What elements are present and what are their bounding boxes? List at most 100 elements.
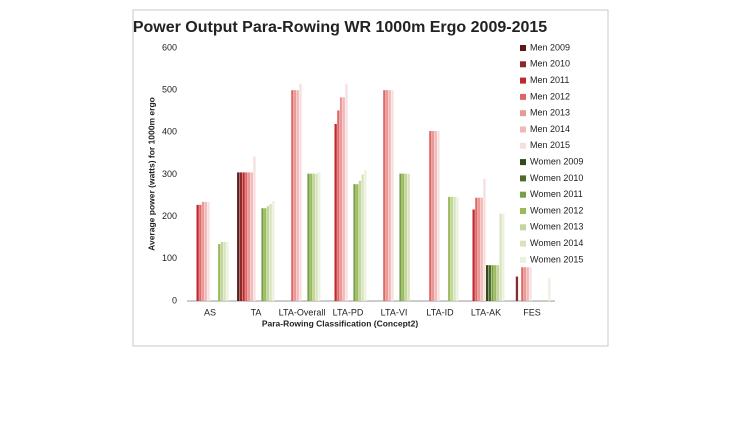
bar	[521, 267, 524, 301]
bar	[247, 172, 251, 301]
legend-swatch	[520, 224, 526, 231]
x-axis-title: Para-Rowing Classification (Concept2)	[262, 318, 418, 328]
bar	[307, 173, 310, 301]
bar	[364, 170, 367, 301]
bar	[456, 196, 459, 301]
legend-label: Women 2012	[530, 205, 583, 215]
legend-swatch	[520, 77, 526, 84]
legend-swatch	[520, 126, 526, 133]
bar	[245, 172, 248, 301]
bar	[356, 184, 359, 301]
bar	[488, 265, 491, 301]
bar	[264, 208, 267, 301]
bar	[437, 131, 440, 301]
legend-label: Men 2014	[530, 124, 570, 134]
bar	[337, 110, 340, 301]
bar	[312, 173, 316, 301]
bar	[515, 276, 519, 301]
bar	[483, 178, 486, 301]
legend-swatch	[520, 93, 526, 100]
bar	[529, 267, 532, 301]
bar	[383, 90, 386, 302]
y-tick-label: 100	[162, 253, 177, 263]
bar	[391, 90, 394, 302]
legend-swatch	[520, 240, 526, 247]
y-tick-label: 500	[162, 85, 177, 95]
bar	[272, 201, 275, 301]
legend-label: Women 2014	[530, 238, 583, 248]
bar	[450, 196, 454, 301]
bar	[310, 173, 313, 301]
bar	[404, 173, 408, 301]
bar	[526, 267, 529, 301]
bar	[199, 204, 202, 301]
bar	[480, 197, 483, 301]
bar	[353, 184, 356, 301]
bar	[499, 213, 502, 301]
bar	[502, 213, 505, 301]
bar	[253, 156, 256, 301]
legend-swatch	[520, 208, 526, 214]
chart-title: Power Output Para-Rowing WR 1000m Ergo 2…	[133, 19, 547, 36]
legend-label: Men 2010	[530, 59, 570, 69]
legend-swatch	[520, 142, 526, 149]
bar	[237, 172, 240, 301]
bar	[204, 201, 207, 301]
legend-label: Men 2013	[530, 108, 570, 118]
bar	[250, 172, 253, 301]
x-tick-label: TA	[251, 307, 262, 317]
bar	[220, 241, 224, 301]
legend-label: Men 2011	[530, 75, 569, 85]
legend-label: Women 2010	[530, 173, 583, 183]
bar	[345, 83, 348, 301]
bar	[429, 131, 432, 301]
bar	[453, 196, 456, 301]
bar	[472, 209, 475, 301]
bar	[201, 201, 205, 301]
bar	[431, 131, 435, 301]
x-tick-label: LTA-PD	[333, 307, 364, 317]
legend-label: Women 2013	[530, 222, 583, 232]
y-tick-label: 400	[162, 127, 177, 137]
legend-swatch	[520, 159, 526, 166]
bar	[388, 90, 391, 302]
bar	[226, 241, 229, 301]
legend-swatch	[520, 110, 526, 117]
bar	[296, 90, 299, 302]
bar	[299, 83, 302, 301]
bar	[399, 173, 402, 301]
bar	[342, 97, 345, 302]
bar	[407, 173, 410, 301]
bar	[318, 172, 321, 301]
bar	[196, 204, 199, 301]
legend-label: Men 2012	[530, 91, 570, 101]
bar	[494, 265, 497, 301]
bar	[261, 208, 264, 301]
y-tick-label: 600	[162, 42, 177, 52]
bar	[361, 174, 364, 301]
x-tick-label: LTA-AK	[471, 307, 501, 317]
bar	[207, 201, 210, 301]
bar	[402, 173, 405, 301]
legend-swatch	[520, 45, 526, 51]
bar	[548, 277, 551, 301]
x-tick-label: LTA-VI	[381, 307, 408, 317]
x-tick-label: LTA-ID	[426, 307, 454, 317]
bar	[293, 90, 297, 302]
y-tick-label: 300	[162, 169, 177, 179]
bar	[223, 241, 226, 301]
bar	[339, 97, 343, 302]
bar	[242, 172, 245, 301]
bar	[491, 265, 494, 301]
legend-swatch	[520, 191, 526, 198]
y-axis-title: Average power (watts) for 1000m ergo	[146, 97, 156, 251]
bar	[239, 172, 243, 301]
legend-label: Men 2009	[530, 42, 570, 52]
bar	[358, 180, 362, 301]
legend-swatch	[520, 175, 526, 182]
y-tick-label: 0	[172, 295, 177, 305]
bar	[523, 267, 527, 301]
bar	[315, 173, 318, 301]
bar	[291, 90, 294, 302]
